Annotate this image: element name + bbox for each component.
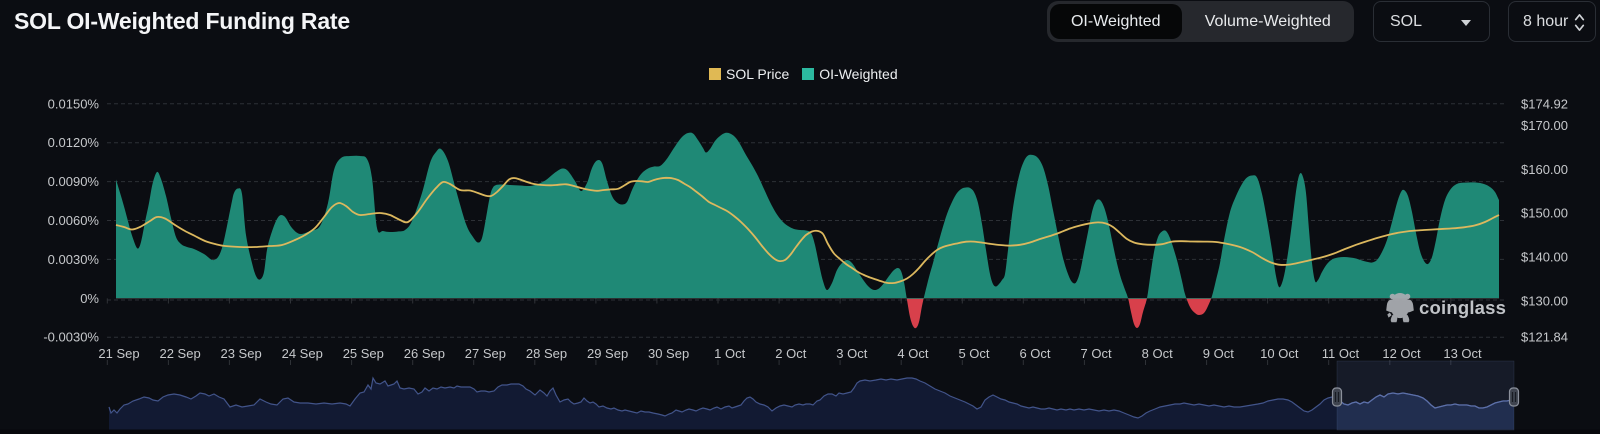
svg-text:-0.0030%: -0.0030% xyxy=(43,330,99,345)
svg-text:26 Sep: 26 Sep xyxy=(404,346,445,361)
svg-text:8 Oct: 8 Oct xyxy=(1142,346,1173,361)
svg-text:27 Sep: 27 Sep xyxy=(465,346,506,361)
svg-text:25 Sep: 25 Sep xyxy=(343,346,384,361)
svg-text:24 Sep: 24 Sep xyxy=(282,346,323,361)
svg-text:21 Sep: 21 Sep xyxy=(98,346,139,361)
svg-text:9 Oct: 9 Oct xyxy=(1203,346,1234,361)
svg-text:4 Oct: 4 Oct xyxy=(897,346,928,361)
svg-text:$150.00: $150.00 xyxy=(1521,206,1568,221)
svg-text:0.0150%: 0.0150% xyxy=(48,96,100,111)
svg-text:10 Oct: 10 Oct xyxy=(1260,346,1299,361)
svg-text:13 Oct: 13 Oct xyxy=(1443,346,1482,361)
svg-text:$174.92: $174.92 xyxy=(1521,96,1568,111)
svg-text:0%: 0% xyxy=(80,291,99,306)
svg-text:0.0090%: 0.0090% xyxy=(48,174,100,189)
svg-text:12 Oct: 12 Oct xyxy=(1382,346,1421,361)
svg-text:$121.84: $121.84 xyxy=(1521,329,1568,344)
svg-text:29 Sep: 29 Sep xyxy=(587,346,628,361)
svg-text:7 Oct: 7 Oct xyxy=(1081,346,1112,361)
svg-text:3 Oct: 3 Oct xyxy=(836,346,867,361)
svg-text:1 Oct: 1 Oct xyxy=(714,346,745,361)
svg-text:$140.00: $140.00 xyxy=(1521,250,1568,265)
svg-text:5 Oct: 5 Oct xyxy=(958,346,989,361)
svg-text:$130.00: $130.00 xyxy=(1521,294,1568,309)
svg-text:28 Sep: 28 Sep xyxy=(526,346,567,361)
svg-text:$160.00: $160.00 xyxy=(1521,162,1568,177)
svg-text:6 Oct: 6 Oct xyxy=(1019,346,1050,361)
svg-text:0.0030%: 0.0030% xyxy=(48,252,100,267)
svg-text:30 Sep: 30 Sep xyxy=(648,346,689,361)
svg-text:2 Oct: 2 Oct xyxy=(775,346,806,361)
svg-text:23 Sep: 23 Sep xyxy=(220,346,261,361)
svg-text:0.0120%: 0.0120% xyxy=(48,135,100,150)
svg-text:coinglass: coinglass xyxy=(1419,297,1506,318)
svg-text:0.0060%: 0.0060% xyxy=(48,213,100,228)
svg-text:22 Sep: 22 Sep xyxy=(159,346,200,361)
svg-text:11 Oct: 11 Oct xyxy=(1322,346,1360,361)
svg-text:$170.00: $170.00 xyxy=(1521,118,1568,133)
